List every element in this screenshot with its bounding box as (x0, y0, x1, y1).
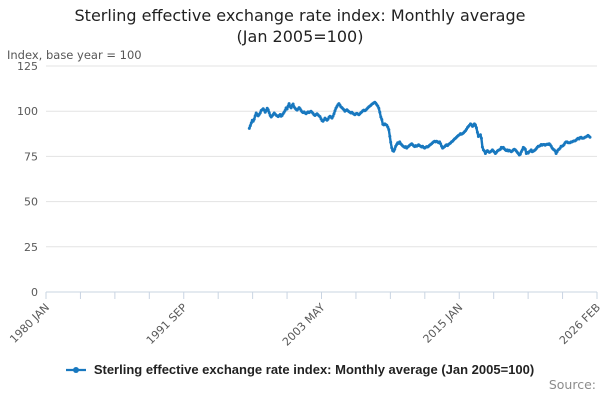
x-tick-label: 2003 MAY (280, 301, 328, 348)
data-point (266, 108, 270, 112)
y-tick-label: 50 (24, 196, 38, 209)
data-point (333, 109, 337, 113)
data-point (247, 126, 251, 130)
data-point (379, 115, 383, 119)
data-point (285, 107, 289, 111)
y-tick-label: 100 (17, 105, 38, 118)
data-point (267, 111, 271, 115)
data-point (475, 130, 479, 134)
data-point (480, 145, 484, 149)
data-point (588, 135, 592, 139)
x-tick-label: 1980 JAN (7, 301, 52, 346)
x-tick-label: 1991 SEP (144, 301, 190, 347)
x-tick-labels: 1980 JAN 1991 SEP 2003 MAY 2015 JAN 2026 FEB (7, 301, 600, 348)
data-point (523, 147, 527, 151)
series-sterling-eri (247, 100, 592, 157)
data-point (478, 133, 482, 137)
data-point (479, 136, 483, 140)
data-point (248, 124, 252, 128)
data-point (258, 111, 262, 115)
data-point (390, 146, 394, 150)
y-tick-label: 125 (17, 60, 38, 73)
legend: Sterling effective exchange rate index: … (0, 362, 600, 377)
data-point (387, 128, 391, 132)
legend-line-marker-icon (65, 366, 86, 373)
x-tick-label: 2026 FEB (557, 301, 600, 347)
data-point (393, 147, 397, 151)
y-gridlines (46, 65, 597, 248)
x-tick-label: 2015 JAN (421, 301, 466, 346)
data-point (252, 117, 256, 121)
data-point (520, 148, 524, 152)
data-point (439, 142, 443, 146)
y-tick-label: 0 (31, 286, 38, 299)
data-point (388, 134, 392, 138)
data-point (291, 102, 295, 106)
data-point (332, 112, 336, 116)
y-tick-label: 75 (24, 150, 38, 163)
plot-area: 0 25 50 75 100 125 1980 JAN 1991 SEP 2003 MAY 201… (7, 60, 600, 348)
source-label: Source: (548, 377, 596, 392)
page-title: Sterling effective exchange rate index: … (0, 5, 600, 47)
data-point (474, 126, 478, 130)
x-axis (45, 291, 598, 299)
data-point (289, 106, 293, 110)
data-point (378, 110, 382, 114)
data-point (386, 125, 390, 129)
title-line-2: (Jan 2005=100) (236, 27, 364, 46)
data-point (518, 152, 522, 156)
data-point (380, 118, 384, 121)
title-line-1: Sterling effective exchange rate index: … (74, 6, 526, 25)
y-axis-unit-label: Index, base year = 100 (7, 48, 142, 62)
y-tick-labels: 0 25 50 75 100 125 (17, 60, 38, 299)
data-point (389, 140, 393, 144)
data-point (331, 114, 335, 118)
data-point (287, 102, 291, 106)
legend-label: Sterling effective exchange rate index: … (93, 362, 535, 377)
y-tick-label: 25 (24, 241, 38, 254)
data-point (473, 123, 477, 127)
data-point (377, 106, 381, 110)
